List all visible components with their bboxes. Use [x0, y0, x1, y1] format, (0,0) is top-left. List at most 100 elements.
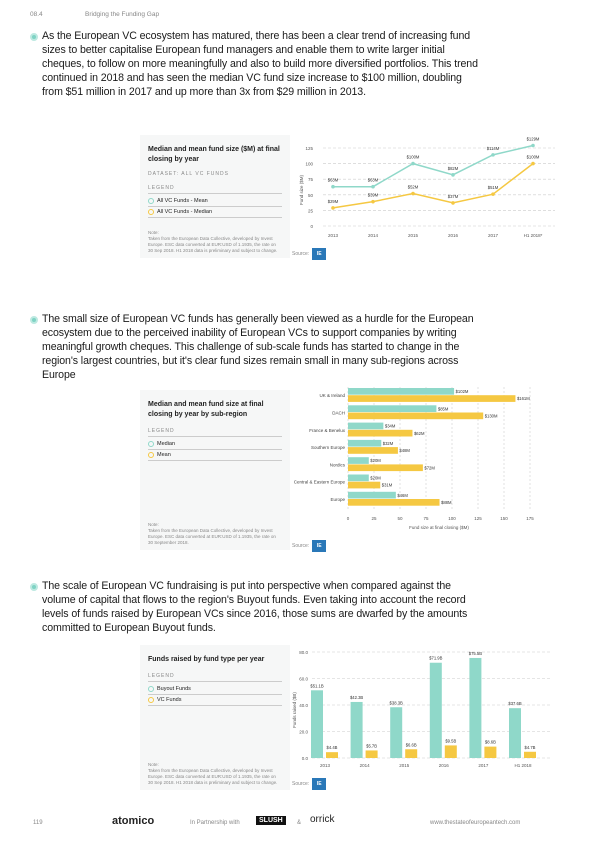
- paragraph-3: The scale of European VC fundraising is …: [42, 580, 468, 634]
- x-tick-label: 2016: [439, 763, 450, 768]
- legend-marker-icon: [148, 697, 154, 703]
- data-label: $39M: [368, 193, 379, 198]
- y-tick-label: 40.0: [299, 703, 308, 708]
- data-label: $71.9B: [429, 656, 442, 661]
- x-tick-label: 75: [423, 516, 429, 521]
- legend-label: LEGEND: [148, 673, 282, 682]
- y-axis-label: Fund size ($M): [299, 174, 304, 205]
- paragraph-1: As the European VC ecosystem has matured…: [42, 30, 478, 98]
- y-tick-label: 20.0: [299, 730, 308, 735]
- x-tick-label: 150: [500, 516, 508, 521]
- legend-label: LEGEND: [148, 428, 282, 437]
- x-tick-label: 2014: [360, 763, 371, 768]
- note-label: Note:: [148, 230, 159, 235]
- data-label: $51M: [488, 185, 499, 190]
- source: Source: IE: [292, 778, 327, 790]
- paragraph-2: The small size of European VC funds has …: [42, 313, 474, 381]
- legend-item-mean: All VC Funds - Mean: [148, 196, 282, 207]
- data-label: $100M: [527, 155, 540, 160]
- y-tick-label: 50: [308, 193, 314, 198]
- data-label: $37.6B: [508, 701, 521, 706]
- bar: [390, 707, 403, 758]
- note-text: Taken from the European Data Collective,…: [148, 236, 278, 253]
- legend-item-median: All VC Funds - Median: [148, 207, 282, 218]
- bar: [311, 690, 323, 758]
- chart3-legend-panel: Funds raised by fund type per year LEGEN…: [140, 645, 290, 790]
- data-label: $88M: [441, 500, 452, 505]
- data-label: $4.4B: [327, 745, 338, 750]
- y-tick-label: 100: [305, 162, 313, 167]
- bar: [405, 749, 418, 758]
- legend-item-mean: Mean: [148, 450, 282, 461]
- x-tick-label: 0: [347, 516, 350, 521]
- source: Source: IE: [292, 248, 327, 260]
- data-point: [491, 192, 495, 196]
- legend-item-buyout: Buyout Funds: [148, 684, 282, 695]
- section-title: Bridging the Funding Gap: [85, 11, 160, 18]
- data-label: $31M: [382, 483, 393, 488]
- bar: [348, 457, 369, 464]
- series-line: [333, 144, 534, 188]
- data-label: $32M: [383, 441, 394, 446]
- bullet-icon: [30, 583, 38, 591]
- x-tick-label: 2016: [448, 233, 459, 238]
- y-axis-label: Funds raised ($B): [292, 692, 297, 728]
- category-label: Nordics: [330, 462, 346, 467]
- bar: [348, 439, 382, 447]
- website-link[interactable]: www.thestateofeuropeantech.com: [430, 820, 521, 826]
- bar: [444, 745, 457, 758]
- source-label: Source:: [292, 543, 310, 549]
- data-point: [331, 206, 335, 210]
- data-label: $161M: [517, 396, 530, 401]
- data-label: $34M: [385, 424, 396, 429]
- category-label: Southern Europe: [311, 445, 346, 450]
- data-point: [371, 199, 375, 204]
- data-label: $63M: [328, 178, 339, 183]
- bullet-icon: [30, 316, 38, 324]
- ampersand: &: [297, 820, 302, 826]
- data-point: [531, 143, 535, 148]
- data-label: $62M: [414, 431, 425, 436]
- category-label: Europe: [330, 497, 345, 502]
- note-text: Taken from the European Data Collective,…: [148, 528, 276, 545]
- bar: [524, 751, 536, 758]
- legend-marker-icon: [148, 441, 154, 447]
- category-label: DACH: [332, 411, 345, 416]
- data-label: $102M: [456, 389, 469, 394]
- data-label: $37M: [448, 194, 459, 199]
- category-label: UK & Ireland: [319, 393, 345, 398]
- x-tick-label: 175: [526, 516, 534, 521]
- data-label: $114M: [487, 146, 500, 151]
- legend-text: Median: [157, 441, 176, 447]
- legend-item-vc: VC Funds: [148, 695, 282, 706]
- chart2-legend-panel: Median and mean fund size at final closi…: [140, 390, 290, 550]
- bar: [509, 708, 521, 758]
- note-text: Taken from the European Data Collective,…: [148, 768, 278, 785]
- source-label: Source:: [292, 251, 310, 257]
- y-tick-label: 125: [305, 146, 313, 151]
- x-tick-label: 2015: [408, 233, 419, 238]
- bar: [350, 701, 363, 758]
- x-tick-label: H1 2018: [514, 763, 532, 768]
- invest-europe-logo: IE: [312, 778, 327, 790]
- chart-note: Note: Taken from the European Data Collec…: [148, 522, 282, 546]
- data-point: [331, 184, 335, 189]
- data-label: $6.6B: [406, 742, 417, 747]
- data-label: $8.6B: [485, 740, 496, 745]
- legend-marker-icon: [148, 209, 154, 215]
- bar: [348, 388, 455, 395]
- data-label: $4.7B: [525, 745, 536, 750]
- chart1-legend-panel: Median and mean fund size ($M) at final …: [140, 135, 290, 258]
- legend-marker-icon: [148, 452, 154, 458]
- data-label: $46M: [397, 493, 408, 498]
- category-label: Central & Eastern Europe: [294, 480, 346, 485]
- bar: [348, 491, 396, 499]
- data-label: $29M: [328, 199, 339, 204]
- line-chart-fund-size-by-year: 0 25 50 75 100 125 Fund size ($M) 2013 2014 2015 2…: [299, 137, 555, 238]
- data-label: $130M: [485, 414, 498, 419]
- legend-marker-icon: [148, 686, 154, 692]
- bar: [348, 474, 369, 482]
- legend-text: Buyout Funds: [157, 686, 191, 692]
- chart-title: Median and mean fund size at final closi…: [148, 401, 264, 418]
- chart-title: Funds raised by fund type per year: [148, 656, 265, 663]
